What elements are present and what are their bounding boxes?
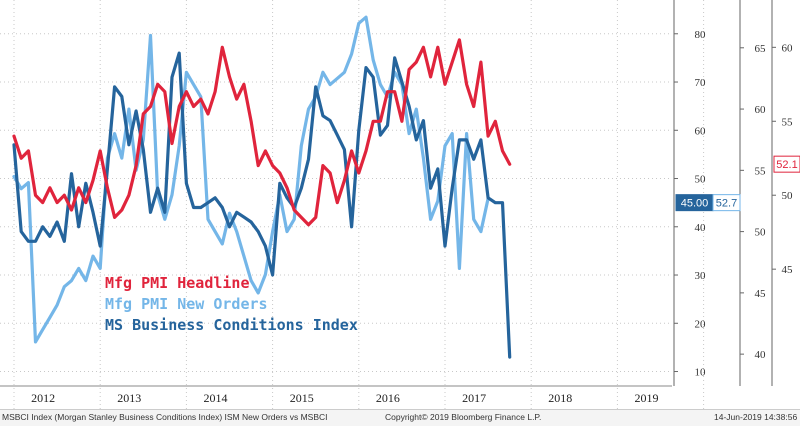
y-tick-label-pmi_headline: 50 [782, 190, 794, 202]
y-tick-label-pmi_new_orders: 45 [755, 288, 767, 300]
y-tick-label-msbci: 10 [695, 367, 707, 379]
last-value-tag-msbci: 45.00 [675, 194, 714, 212]
svg-text:52.7: 52.7 [716, 198, 737, 210]
y-tick-label-pmi_new_orders: 60 [755, 104, 767, 116]
y-tick-label-pmi_new_orders: 55 [755, 165, 767, 177]
y-tick-label-msbci: 70 [695, 77, 707, 89]
y-tick-label-msbci: 80 [695, 29, 707, 41]
y-tick-label-msbci: 60 [695, 125, 707, 137]
footer-bar [0, 409, 800, 426]
x-axis: 2012 2013 2014 2015 2016 2017 2018 2019 [0, 385, 672, 405]
right-axes: 10 20 30 40 50 60 70 80 40 45 50 55 60 65 45 50 55 60 [673, 0, 794, 386]
last-value-tag-new-orders: 52.7 [712, 194, 741, 212]
y-tick-label-msbci: 20 [695, 318, 707, 330]
footer-timestamp: 14-Jun-2019 14:38:56 [714, 412, 798, 422]
x-tick-label: 2012 [31, 391, 55, 405]
y-tick-label-pmi_headline: 45 [782, 264, 794, 276]
x-tick-label: 2018 [548, 391, 572, 405]
x-tick-label: 2016 [376, 391, 400, 405]
series-line-ms-business-conditions-index [12, 51, 512, 359]
footer-source: MSBCI Index (Morgan Stanley Business Con… [2, 412, 328, 422]
y-tick-label-pmi_new_orders: 50 [755, 227, 767, 239]
x-tick-label: 2013 [117, 391, 141, 405]
x-tick-label: 2019 [635, 391, 659, 405]
legend-item: MS Business Conditions Index [105, 316, 358, 334]
legend-item: Mfg PMI Headline [105, 274, 250, 292]
legend-item: Mfg PMI New Orders [105, 295, 268, 313]
series-lines [12, 15, 512, 359]
x-tick-label: 2014 [204, 391, 228, 405]
svg-text:52.1: 52.1 [776, 159, 797, 171]
series-line-mfg-pmi-headline [12, 38, 512, 227]
footer-copyright: Copyright© 2019 Bloomberg Finance L.P. [385, 412, 542, 422]
y-tick-label-pmi_headline: 55 [782, 116, 794, 128]
y-tick-label-pmi_new_orders: 65 [755, 43, 767, 55]
series-line-mfg-pmi-new-orders [12, 15, 490, 344]
x-tick-label: 2015 [290, 391, 314, 405]
y-tick-label-pmi_headline: 60 [782, 42, 794, 54]
chart: 2012 2013 2014 2015 2016 2017 2018 2019 10 20 30 4… [0, 0, 800, 409]
legend: Mfg PMI Headline Mfg PMI New Orders MS Bus… [105, 274, 358, 334]
x-tick-label: 2017 [462, 391, 486, 405]
y-tick-label-msbci: 50 [695, 174, 707, 186]
last-value-tags: 45.00 52.7 52.1 [675, 155, 800, 212]
y-tick-label-msbci: 30 [695, 270, 707, 282]
y-tick-label-pmi_new_orders: 40 [755, 349, 767, 361]
svg-text:45.00: 45.00 [681, 198, 709, 210]
y-tick-label-msbci: 40 [695, 222, 707, 234]
last-value-tag-headline: 52.1 [773, 155, 800, 173]
